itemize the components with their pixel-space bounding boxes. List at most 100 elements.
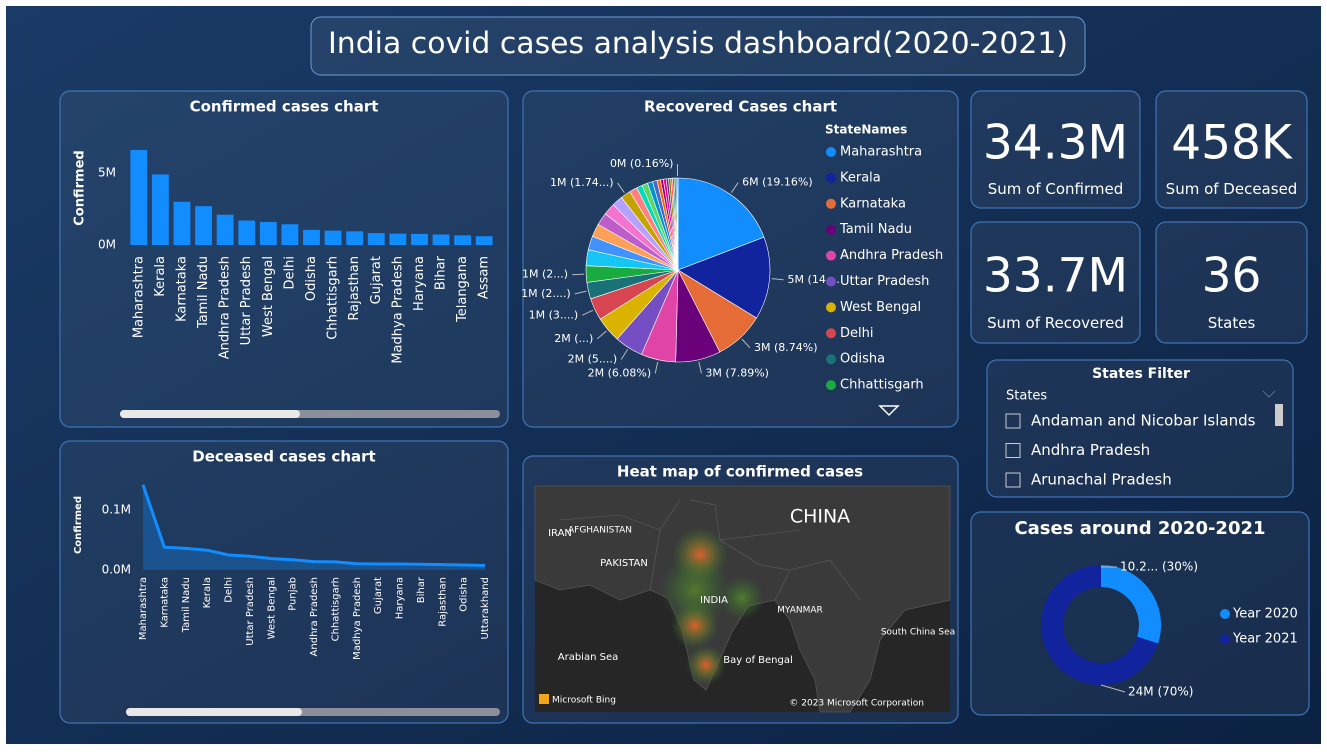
legend-label: Maharashtra (840, 145, 922, 160)
x-tick-label: Maharashtra (131, 256, 146, 338)
scrollbar-thumb[interactable] (120, 410, 300, 418)
x-tick-label: Odisha (459, 577, 470, 612)
x-tick-label: Kerala (153, 256, 168, 297)
legend-label: Year 2020 (1232, 607, 1298, 622)
chart-title: Cases around 2020-2021 (1014, 518, 1265, 539)
y-tick-label: 0.1M (102, 503, 131, 517)
card-label: States (1208, 314, 1256, 332)
chart-title: Confirmed cases chart (190, 98, 379, 116)
map-label: South China Sea (881, 628, 955, 638)
filter-title: States Filter (1092, 366, 1190, 382)
filter-item[interactable]: Arunachal Pradesh (1031, 471, 1172, 489)
map-label: IRAN (548, 528, 572, 539)
legend-swatch (826, 250, 836, 261)
panel (986, 359, 1294, 498)
map-label: Arabian Sea (558, 652, 618, 663)
x-tick-label: Odisha (304, 256, 319, 301)
legend-swatch (826, 224, 836, 235)
x-tick-label: Uttar Pradesh (239, 256, 254, 345)
filter-item[interactable]: Andaman and Nicobar Islands (1031, 412, 1256, 430)
map-copyright: © 2023 Microsoft Corporation (789, 699, 924, 709)
bar (238, 220, 256, 245)
checkbox[interactable] (1005, 413, 1021, 429)
x-tick-label: Andhra Pradesh (218, 256, 233, 359)
x-tick-label: Karnataka (159, 577, 170, 628)
x-tick-label: Karnataka (174, 256, 189, 322)
filter-item[interactable]: Andhra Pradesh (1031, 441, 1150, 459)
x-tick-label: Chhattisgarh (326, 256, 341, 340)
pie-slice (677, 177, 765, 271)
x-tick-label: Assam (477, 256, 492, 299)
x-tick-label: Uttar Pradesh (245, 577, 256, 646)
scrollbar-thumb[interactable] (126, 708, 302, 716)
x-tick-label: Tamil Nadu (196, 256, 211, 329)
data-label: 3M (7.89%) (705, 366, 769, 379)
legend-label: Year 2021 (1232, 632, 1298, 647)
map-label: INDIA (700, 595, 728, 606)
leader-line (771, 278, 784, 281)
legend-label: Odisha (840, 352, 885, 367)
bar (303, 229, 320, 245)
filter-scrollbar[interactable] (1275, 404, 1283, 426)
data-label: 0M (0.16%) (610, 157, 674, 170)
chart-title: Recovered Cases chart (644, 98, 837, 116)
data-label: 24M (70%) (1128, 685, 1193, 699)
bar (324, 230, 342, 245)
legend-swatch (826, 172, 836, 183)
legend-swatch (826, 380, 836, 391)
filter-dropdown-arrow[interactable] (1262, 390, 1276, 398)
donut-slice (1101, 565, 1161, 644)
legend-scroll-arrow[interactable] (878, 405, 900, 417)
card-value: 36 (1202, 248, 1262, 303)
data-label: 6M (19.16%) (742, 176, 813, 189)
legend-swatch (826, 328, 836, 339)
bar (454, 235, 472, 245)
x-tick-label: Bihar (434, 255, 449, 290)
legend-label: Delhi (840, 326, 873, 341)
x-tick-label: Telangana (455, 256, 470, 323)
data-label: 1M (2...) (522, 268, 568, 281)
pie-slice (677, 236, 771, 319)
legend-label: Uttar Pradesh (840, 274, 929, 289)
leader-line (654, 361, 659, 374)
leader-line (741, 338, 751, 349)
title-box (310, 16, 1086, 76)
x-tick-label: Delhi (224, 577, 235, 603)
bar (259, 221, 277, 245)
leader-line (730, 182, 739, 193)
x-tick-label: Maharashtra (138, 577, 149, 640)
bar (173, 201, 191, 245)
leader-line (597, 330, 607, 340)
x-tick-label: Gujarat (373, 577, 384, 614)
legend-label: Andhra Pradesh (840, 248, 943, 263)
checkbox[interactable] (1005, 443, 1021, 458)
legend-swatch (826, 302, 836, 313)
legend-swatch (826, 198, 836, 209)
x-tick-label: Madhya Pradesh (352, 577, 363, 660)
map-label: MYANMAR (777, 606, 823, 616)
map-label: CHINA (790, 506, 850, 528)
dashboard-title: India covid cases analysis dashboard(202… (328, 26, 1068, 60)
map-label: AFGHANISTAN (568, 526, 632, 536)
chart-title: Heat map of confirmed cases (617, 463, 863, 481)
bar (367, 233, 385, 245)
pie-slice (676, 177, 679, 271)
filter-placeholder: States (1006, 389, 1047, 404)
panel (970, 221, 1141, 344)
checkbox[interactable] (1005, 472, 1021, 488)
leader-line (620, 349, 629, 360)
panel (970, 90, 1141, 209)
donut-slice (1041, 565, 1159, 685)
data-label: 10.2... (30%) (1120, 560, 1198, 574)
x-tick-label: Andhra Pradesh (309, 577, 320, 656)
card-label: Sum of Confirmed (988, 180, 1124, 198)
bar (151, 174, 169, 245)
panel (1155, 90, 1308, 209)
data-label: 3M (8.74%) (754, 341, 818, 354)
legend-swatch (826, 147, 836, 157)
area (143, 484, 485, 570)
legend-label: Tamil Nadu (839, 222, 912, 237)
card-label: Sum of Recovered (987, 314, 1124, 332)
legend-title: StateNames (825, 123, 907, 137)
